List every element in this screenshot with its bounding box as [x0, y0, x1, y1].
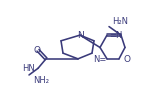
Text: O: O	[123, 55, 130, 64]
Text: =N: =N	[109, 31, 122, 40]
Text: N: N	[77, 31, 83, 40]
Text: HN: HN	[22, 64, 35, 73]
Text: N=: N=	[93, 55, 106, 64]
Text: H₂N: H₂N	[112, 17, 128, 26]
Text: NH₂: NH₂	[33, 76, 49, 85]
Text: O: O	[34, 46, 40, 55]
